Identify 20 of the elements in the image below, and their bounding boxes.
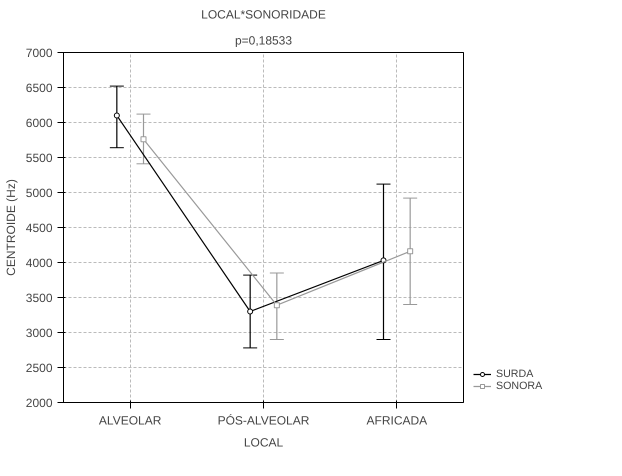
x-tick-label: PÓS-ALVEOLAR: [218, 414, 310, 428]
y-tick-label: 7000: [26, 46, 53, 60]
chart-subtitle: p=0,18533: [234, 34, 292, 48]
y-tick-label: 3000: [26, 326, 53, 340]
y-tick-label: 4000: [26, 256, 53, 270]
y-axis-title: CENTROIDE (Hz): [4, 179, 18, 276]
y-tick-label: 5000: [26, 186, 53, 200]
legend-label: SURDA: [496, 368, 534, 380]
y-tick-label: 3500: [26, 291, 53, 305]
x-tick-label: AFRICADA: [366, 414, 428, 428]
y-tick-label: 2000: [26, 396, 53, 410]
x-tick-label: ALVEOLAR: [98, 414, 162, 428]
y-tick-label: 6000: [26, 116, 53, 130]
y-tick-label: 6500: [26, 81, 53, 95]
chart-title: LOCAL*SONORIDADE: [201, 8, 326, 22]
legend-label: SONORA: [496, 380, 542, 392]
y-tick-label: 2500: [26, 361, 53, 375]
y-tick-label: 5500: [26, 151, 53, 165]
y-tick-label: 4500: [26, 221, 53, 235]
x-axis-title: LOCAL: [244, 436, 284, 450]
